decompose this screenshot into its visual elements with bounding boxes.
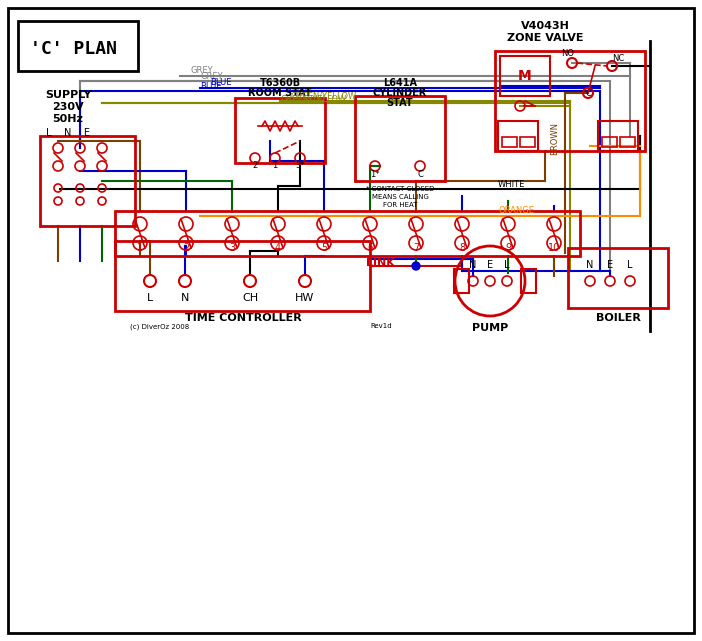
Text: 8: 8 [459,243,465,253]
Text: 2: 2 [183,243,189,253]
Text: BROWN: BROWN [550,122,559,155]
Text: HW: HW [296,293,314,303]
Text: TIME CONTROLLER: TIME CONTROLLER [185,313,301,323]
Text: * CONTACT CLOSED: * CONTACT CLOSED [366,186,435,192]
Text: Rev1d: Rev1d [370,323,392,329]
Text: NC: NC [612,54,624,63]
Text: GREEN/YELLOW: GREEN/YELLOW [280,94,346,103]
Text: ZONE VALVE: ZONE VALVE [507,33,583,43]
Text: GREY: GREY [200,72,223,81]
Text: M: M [518,69,532,83]
Text: 6: 6 [367,243,373,253]
Text: T6360B: T6360B [260,78,300,88]
Text: BOILER: BOILER [595,313,640,323]
Text: 4: 4 [275,243,281,253]
Text: MEANS CALLING: MEANS CALLING [371,194,428,200]
Text: 5: 5 [321,243,327,253]
Text: N: N [586,260,594,270]
Text: 1*: 1* [370,170,380,179]
Text: E: E [607,260,613,270]
Text: 1: 1 [272,161,277,170]
Text: 'C' PLAN: 'C' PLAN [30,40,117,58]
Text: E: E [487,260,493,270]
Text: NO: NO [562,49,574,58]
Text: ORANGE: ORANGE [498,206,534,215]
Text: 3*: 3* [295,161,305,170]
Text: N: N [181,293,189,303]
Text: PUMP: PUMP [472,323,508,333]
Text: CH: CH [242,293,258,303]
Text: 230V: 230V [52,102,84,112]
Text: FOR HEAT: FOR HEAT [383,202,417,208]
Text: GREEN/YELLOW: GREEN/YELLOW [290,91,356,100]
Text: BLUE: BLUE [200,82,222,91]
Text: L    N    E: L N E [46,128,90,138]
Text: L: L [147,293,153,303]
Text: V4043H: V4043H [521,21,569,31]
Text: WHITE: WHITE [498,180,525,189]
Text: STAT: STAT [387,98,413,108]
Text: 10: 10 [548,243,560,253]
Text: 3: 3 [229,243,235,253]
Text: 1: 1 [137,243,143,253]
Circle shape [412,262,420,270]
Text: LINK: LINK [366,258,395,268]
Text: L641A: L641A [383,78,417,88]
Text: GREY: GREY [190,66,213,75]
Text: 2: 2 [253,161,258,170]
Text: L: L [504,260,510,270]
Text: C: C [585,89,591,98]
Text: 50Hz: 50Hz [53,114,84,124]
Text: CYLINDER: CYLINDER [373,88,427,98]
Text: N: N [470,260,477,270]
Text: ROOM STAT: ROOM STAT [249,88,312,98]
Text: 9: 9 [505,243,511,253]
Text: (c) DiverOz 2008: (c) DiverOz 2008 [130,323,190,329]
Text: SUPPLY: SUPPLY [45,90,91,100]
Text: BLUE: BLUE [210,78,232,87]
Text: C: C [417,170,423,179]
Text: L: L [628,260,633,270]
Text: 7: 7 [413,243,419,253]
